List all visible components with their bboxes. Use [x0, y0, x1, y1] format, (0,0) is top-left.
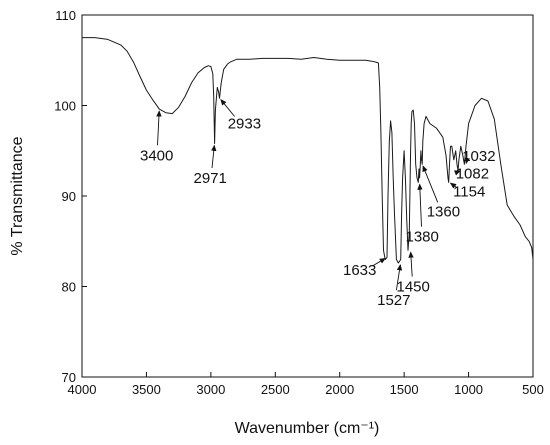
peak-arrow	[395, 264, 403, 291]
peak-arrow	[449, 182, 457, 189]
peak-label: 1032	[462, 148, 495, 165]
peak-arrow	[422, 165, 439, 203]
peak-label: 1527	[377, 292, 410, 309]
peak-label: 2971	[194, 170, 227, 187]
peak-arrow	[453, 170, 461, 176]
x-tick-label: 3500	[132, 382, 161, 397]
peak-arrow	[220, 99, 235, 117]
x-tick-label: 500	[522, 382, 544, 397]
y-tick-label: 100	[54, 99, 76, 114]
x-tick-label: 3000	[196, 382, 225, 397]
peak-arrow	[417, 183, 423, 227]
peak-arrow	[464, 157, 471, 165]
x-tick-label: 4000	[68, 382, 97, 397]
y-tick-label: 90	[62, 189, 76, 204]
peak-label: 3400	[140, 147, 173, 164]
x-axis-label: Wavenumber (cm⁻¹)	[235, 420, 380, 437]
y-axis-label: % Transmittance	[9, 136, 26, 255]
x-tick-label: 1500	[390, 382, 419, 397]
x-tick-label: 1000	[454, 382, 483, 397]
peak-arrow	[408, 251, 414, 277]
y-tick-label: 80	[62, 280, 76, 295]
peak-label: 1633	[343, 262, 376, 279]
y-tick-label: 70	[62, 370, 76, 385]
peak-label: 1450	[397, 279, 430, 296]
peak-label: 1380	[406, 229, 439, 246]
x-tick-label: 2000	[325, 382, 354, 397]
peak-label: 1154	[453, 184, 485, 201]
peak-label: 1360	[427, 203, 460, 220]
peak-arrow	[211, 144, 217, 169]
peak-label: 2933	[228, 116, 261, 133]
peak-label: 1082	[456, 165, 489, 182]
spectrum-line	[82, 37, 534, 264]
peak-arrow	[372, 257, 386, 267]
peak-arrow	[156, 110, 162, 146]
x-tick-label: 2500	[261, 382, 290, 397]
y-tick-label: 110	[55, 8, 76, 23]
